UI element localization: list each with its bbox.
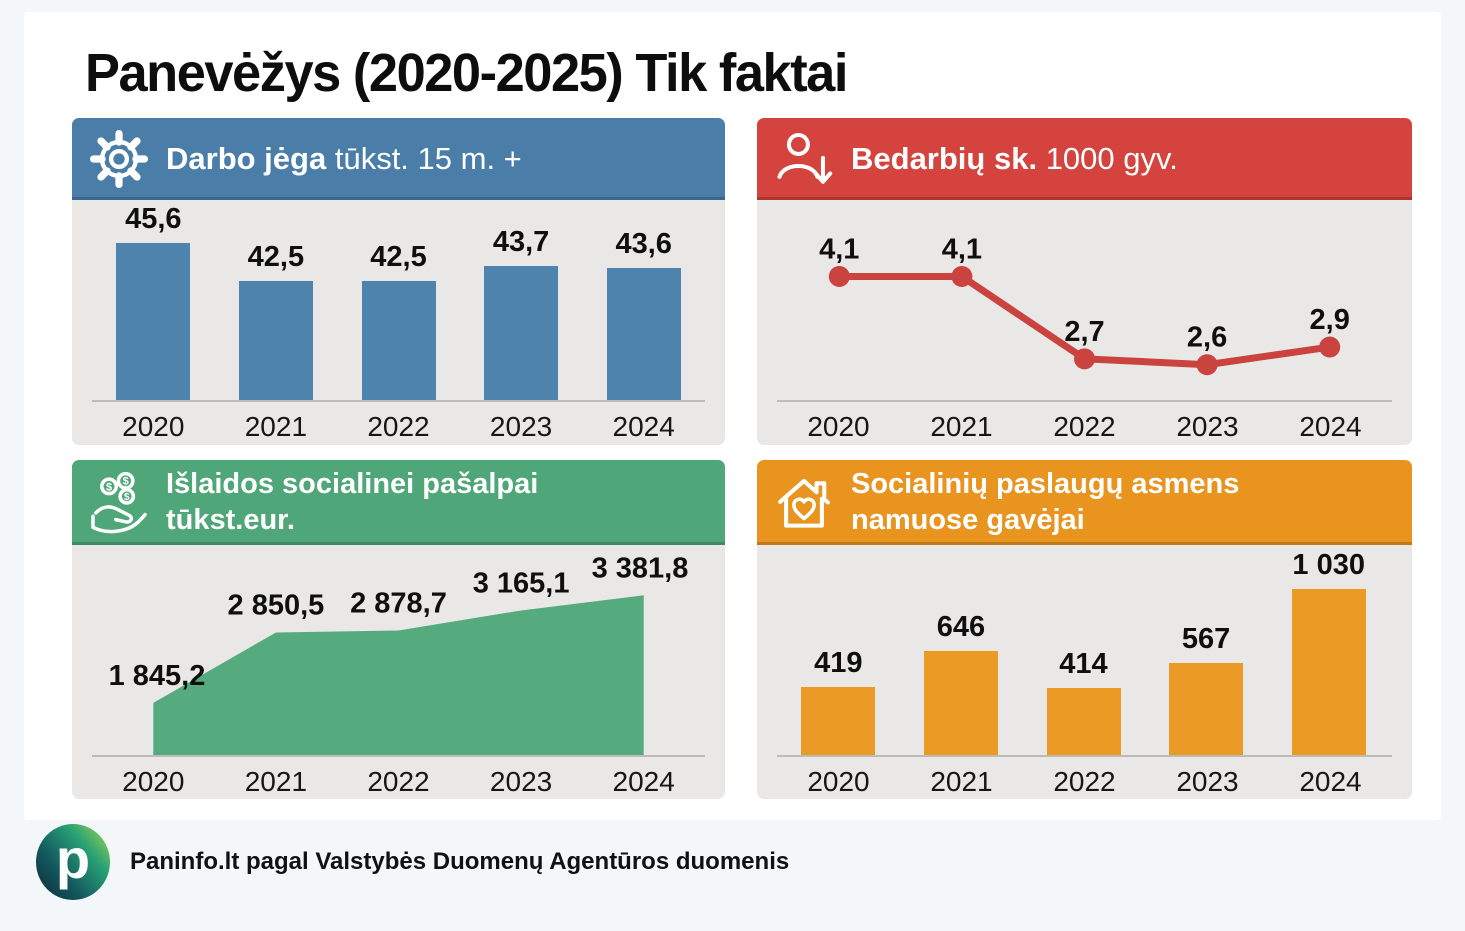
panel-social-benefit-title: Išlaidos socialinei pašalpai tūkst.eur.: [166, 468, 539, 536]
value-label-2022: 2 878,7: [350, 587, 447, 619]
plot-area: 419 646 414 567 1 030: [777, 545, 1392, 757]
panel-labor-force: Darbo jėga tūkst. 15 m. + 45,6 42,5 42,5 43…: [72, 118, 725, 445]
axis-label-2021: 2021: [930, 766, 993, 797]
axis-label-2020: 2020: [807, 411, 870, 442]
axis-label-2022: 2022: [367, 411, 430, 442]
panel-social-services-header: Socialinių paslaugų asmens namuose gavėj…: [757, 460, 1412, 545]
svg-text:$: $: [124, 492, 130, 503]
axis-label-2022: 2022: [367, 766, 430, 797]
value-label-2021: 646: [936, 610, 986, 643]
axis-label-2023: 2023: [489, 411, 553, 442]
paninfo-logo: p: [36, 824, 110, 900]
panel-social-benefit-header: $ $ $ Išlaidos socialinei pašalpai tūkst…: [72, 460, 725, 545]
panel-unemployed: Bedarbių sk. 1000 gyv. 4,1 4,1 2,7 2,6 2,9 20…: [757, 118, 1412, 445]
data-point-2022: [1074, 348, 1095, 370]
bar-2022: [361, 281, 436, 400]
value-label-2022: 42,5: [370, 241, 427, 274]
axis-label-2021: 2021: [244, 411, 308, 442]
panel-unemployed-title: Bedarbių sk. 1000 gyv.: [851, 141, 1178, 176]
value-label-2020: 1 845,2: [109, 660, 206, 692]
bar-2024: [606, 267, 681, 400]
value-label-2021: 42,5: [247, 241, 305, 274]
axis-label-2022: 2022: [1053, 766, 1116, 797]
axis-label-2020: 2020: [807, 766, 870, 797]
bar-2022: [1046, 688, 1121, 755]
panel-unemployed-header: Bedarbių sk. 1000 gyv.: [757, 118, 1412, 200]
line-chart-svg: 4,1 4,1 2,7 2,6 2,9: [819, 233, 1350, 376]
hand-coins-icon: $ $ $: [72, 471, 166, 534]
svg-text:$: $: [106, 481, 112, 493]
x-axis-labels: 2020 2021 2022 2023 2024: [92, 757, 705, 798]
axis-label-2024: 2024: [612, 411, 675, 442]
axis-label-2021: 2021: [930, 411, 993, 442]
value-label-2022: 414: [1059, 648, 1108, 681]
bar-2023: [1169, 663, 1244, 755]
area-shape: [153, 595, 644, 755]
value-label-2021: 4,1: [942, 233, 982, 265]
x-axis-labels: 2020 2021 2022 2023 2024: [92, 402, 705, 443]
bar-2020: [116, 242, 191, 400]
panel-labor-force-title: Darbo jėga tūkst. 15 m. +: [166, 141, 522, 176]
axis-label-2023: 2023: [1176, 766, 1239, 797]
house-heart-icon: [757, 472, 851, 534]
unemployed-chart: 4,1 4,1 2,7 2,6 2,9 2020 2021 2022 2023 2024: [757, 200, 1412, 445]
plot-area: 1 845,2 2 850,5 2 878,7 3 165,1 3 381,8: [92, 545, 705, 757]
value-label-2023: 2,6: [1187, 322, 1227, 354]
person-arrow-down-icon: [757, 130, 851, 188]
svg-text:$: $: [123, 475, 129, 487]
bar-2020: [801, 687, 876, 755]
axis-label-2020: 2020: [122, 411, 185, 442]
social-benefit-chart: 1 845,2 2 850,5 2 878,7 3 165,1 3 381,8 2020 2…: [72, 545, 725, 799]
axis-label-2023: 2023: [1176, 411, 1239, 442]
data-point-2021: [951, 265, 973, 287]
x-axis-labels: 2020 2021 2022 2023 2024: [777, 402, 1392, 443]
value-label-2024: 2,9: [1310, 304, 1350, 336]
bar-2023: [484, 266, 559, 400]
axis-label-2024: 2024: [1299, 411, 1362, 442]
value-label-2021: 2 850,5: [228, 589, 325, 621]
data-point-2023: [1196, 354, 1218, 376]
value-label-2023: 3 165,1: [473, 567, 570, 599]
labor-force-chart: 45,6 42,5 42,5 43,7 43,6 2020 2021 2022 2023 2024: [72, 200, 725, 445]
axis-label-2024: 2024: [612, 766, 675, 797]
value-label-2023: 43,7: [492, 226, 550, 259]
value-label-2020: 45,6: [125, 202, 182, 235]
axis-label-2023: 2023: [489, 766, 553, 797]
axis-label-2022: 2022: [1053, 411, 1116, 442]
value-label-2024: 43,6: [615, 227, 672, 260]
source-attribution: Paninfo.lt pagal Valstybės Duomenų Agent…: [130, 848, 790, 875]
x-axis-labels: 2020 2021 2022 2023 2024: [777, 757, 1392, 798]
plot-area: 4,1 4,1 2,7 2,6 2,9: [777, 200, 1392, 402]
bar-2021: [923, 650, 998, 755]
panel-labor-force-header: Darbo jėga tūkst. 15 m. +: [72, 118, 725, 200]
value-label-2024: 1 030: [1292, 548, 1365, 581]
value-label-2020: 419: [814, 647, 863, 680]
axis-label-2020: 2020: [122, 766, 185, 797]
gear-icon: [72, 130, 166, 188]
axis-label-2021: 2021: [244, 766, 308, 797]
value-label-2022: 2,7: [1064, 316, 1104, 348]
data-point-2020: [828, 265, 850, 287]
panel-social-services-title: Socialinių paslaugų asmens namuose gavėj…: [851, 468, 1240, 536]
axis-label-2024: 2024: [1299, 766, 1362, 797]
panel-social-services-recipients: Socialinių paslaugų asmens namuose gavėj…: [757, 460, 1412, 799]
value-label-2020: 4,1: [819, 233, 859, 265]
value-label-2023: 567: [1181, 623, 1231, 656]
plot-area: 45,6 42,5 42,5 43,7 43,6: [92, 200, 705, 402]
page-title: Panevėžys (2020-2025) Tik faktai: [85, 43, 848, 103]
data-point-2024: [1319, 336, 1341, 358]
value-label-2024: 3 381,8: [592, 552, 689, 584]
area-chart-svg: 1 845,2 2 850,5 2 878,7 3 165,1 3 381,8: [109, 552, 689, 755]
logo-letter: p: [55, 827, 91, 890]
bar-2024: [1291, 588, 1366, 755]
footer: p Paninfo.lt pagal Valstybės Duomenų Age…: [36, 824, 789, 900]
panel-social-benefit-expenses: $ $ $ Išlaidos socialinei pašalpai tūkst…: [72, 460, 725, 799]
bar-2021: [238, 281, 313, 400]
social-services-chart: 419 646 414 567 1 030 2020 2021 2022 2023 2024: [757, 545, 1412, 799]
